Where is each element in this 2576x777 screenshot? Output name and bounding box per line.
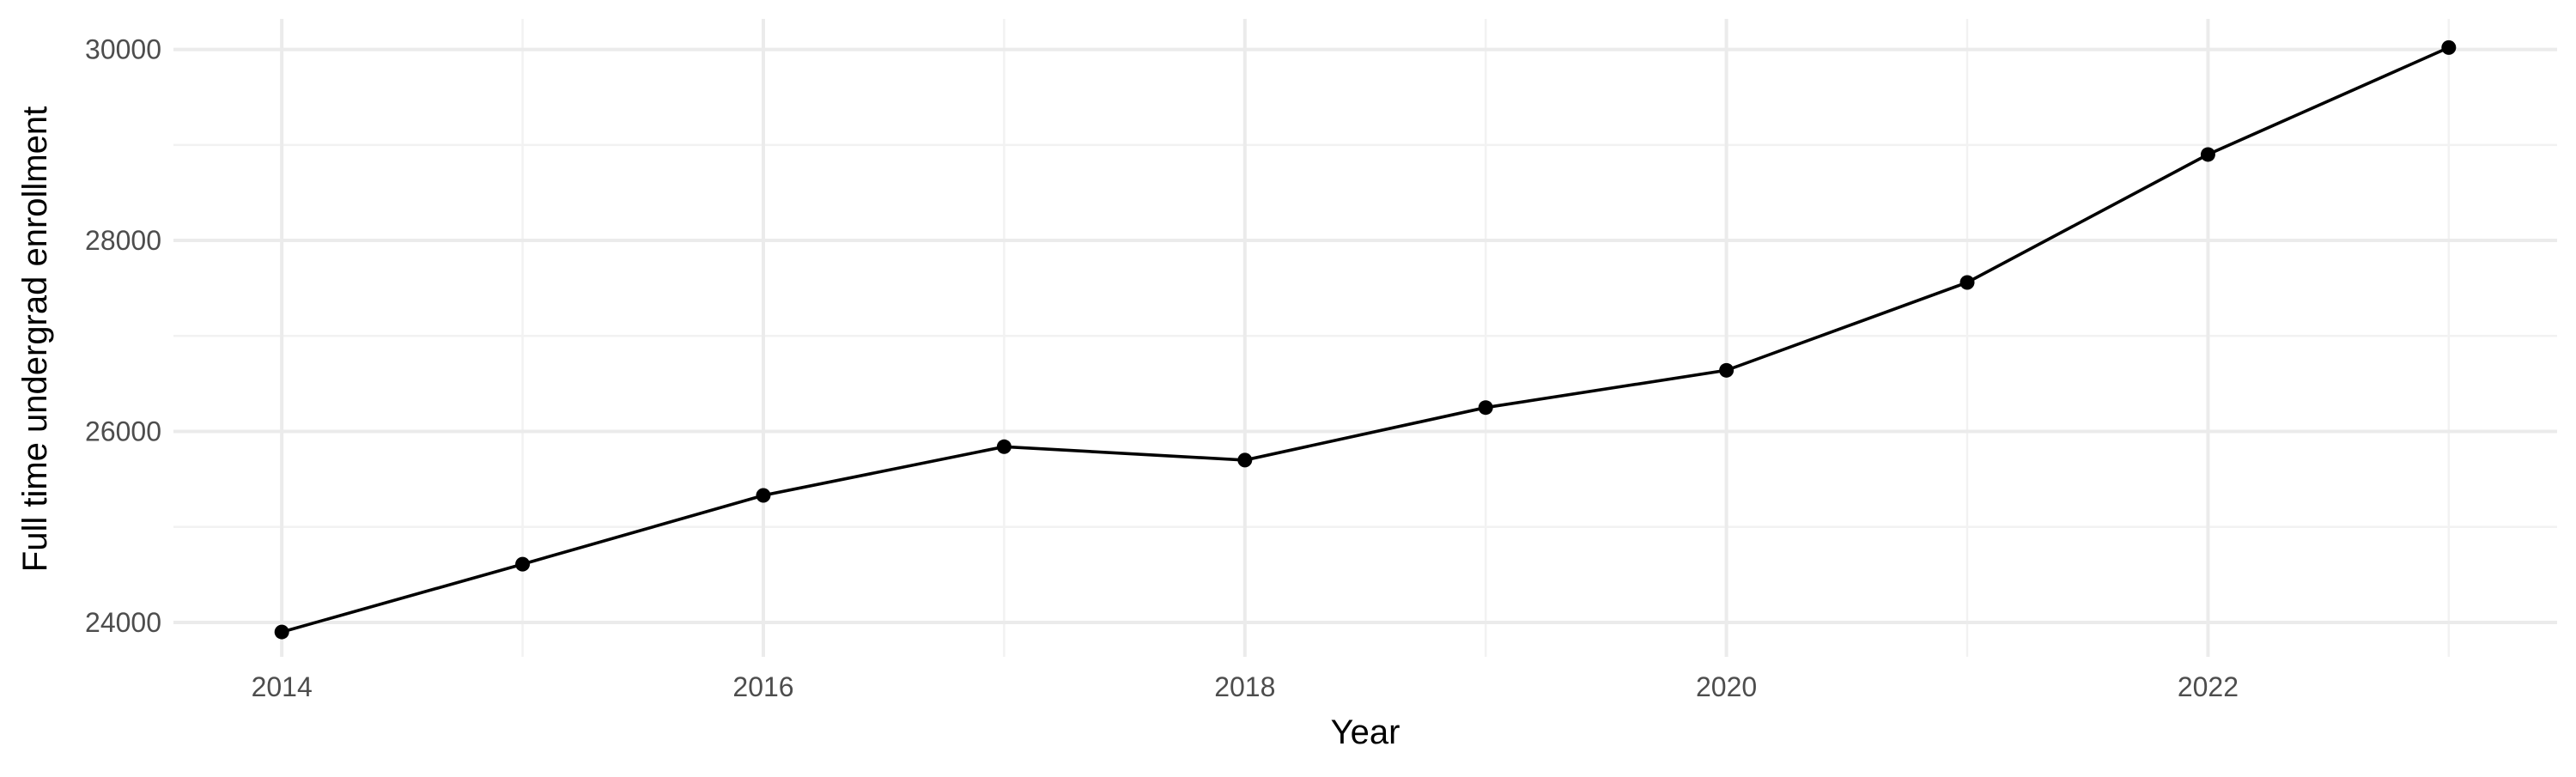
x-axis-title: Year (1331, 713, 1400, 751)
minor-gridlines (173, 19, 2557, 657)
x-tick-label: 2020 (1696, 671, 1757, 702)
data-point (274, 624, 289, 640)
data-point (996, 439, 1012, 454)
y-tick-label: 24000 (85, 607, 161, 638)
y-axis-title: Full time undergrad enrollment (16, 106, 54, 572)
data-point (1719, 362, 1735, 378)
series-line (281, 46, 2450, 634)
data-point (2200, 147, 2215, 162)
y-tick-label: 28000 (85, 225, 161, 256)
x-tick-labels: 2014 2016 2018 2020 2022 (252, 671, 2239, 702)
data-point (1959, 275, 1975, 290)
data-point (1478, 400, 1493, 416)
x-tick-label: 2022 (2178, 671, 2239, 702)
data-point (2441, 39, 2457, 55)
data-point (515, 556, 531, 572)
y-tick-label: 26000 (85, 416, 161, 447)
major-gridlines (173, 19, 2557, 657)
x-tick-label: 2016 (732, 671, 793, 702)
data-point (756, 488, 771, 503)
x-tick-label: 2018 (1214, 671, 1275, 702)
x-tick-label: 2014 (252, 671, 313, 702)
y-tick-labels: 24000 26000 28000 30000 (85, 34, 161, 638)
series-layer (274, 39, 2457, 640)
y-tick-label: 30000 (85, 34, 161, 65)
data-point (1237, 452, 1253, 468)
